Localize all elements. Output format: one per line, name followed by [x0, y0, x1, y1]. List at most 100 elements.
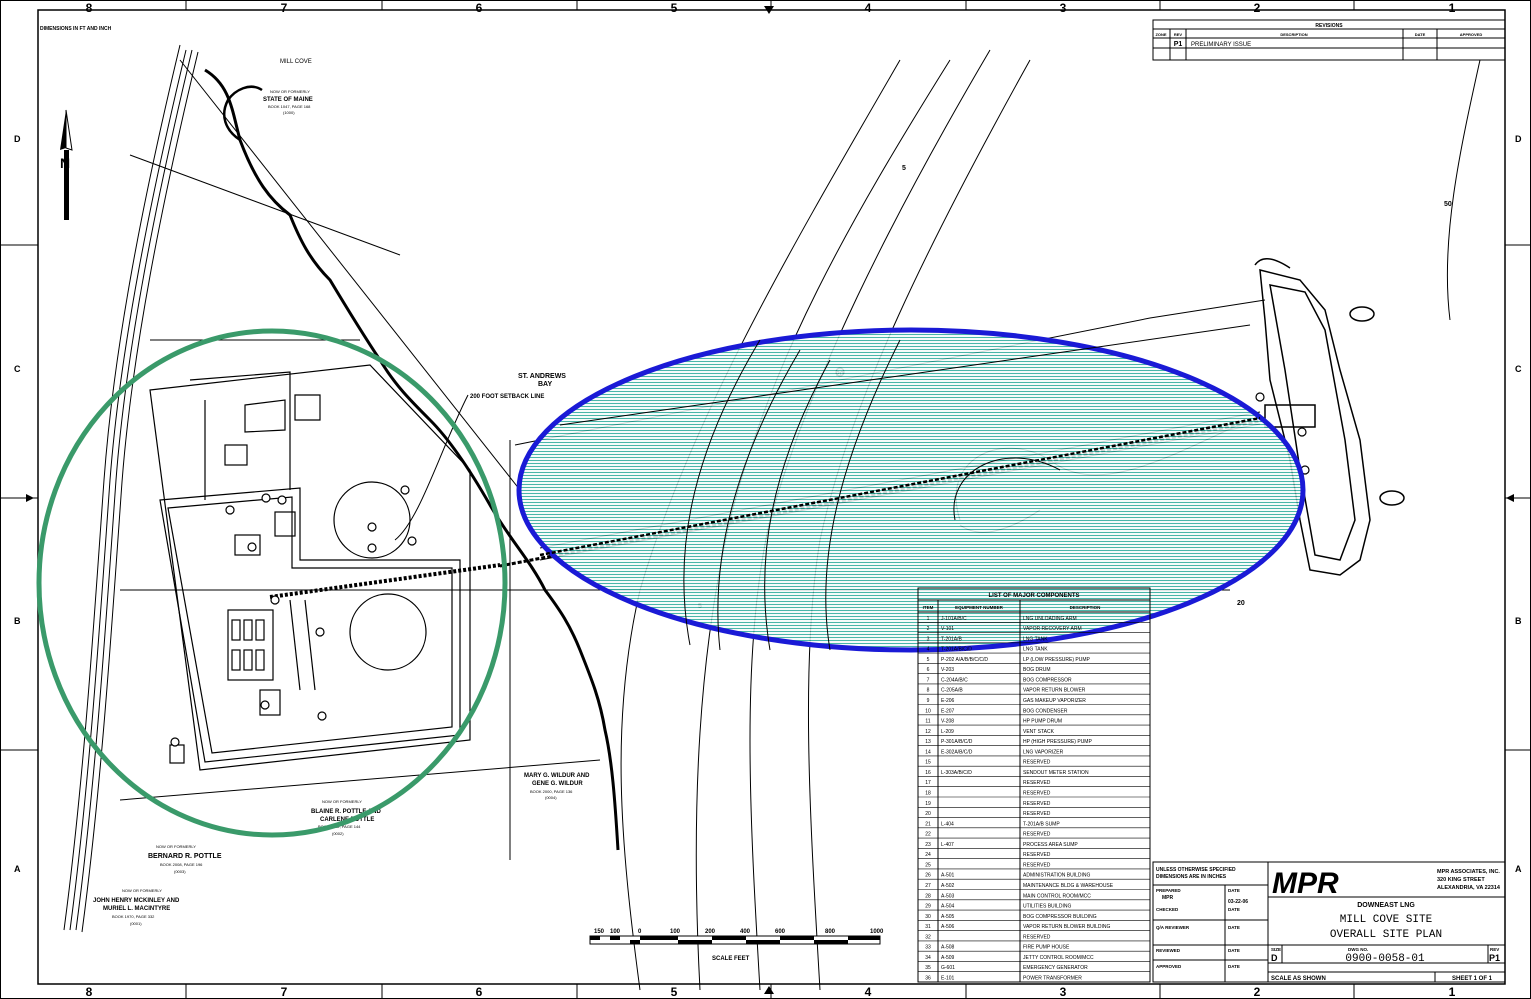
title-block-frame [1152, 861, 1506, 983]
component-equipment: T-201A/B [941, 636, 963, 642]
component-item: 20 [925, 811, 931, 817]
component-description: RESERVED [1023, 780, 1051, 786]
component-description: RESERVED [1023, 791, 1051, 797]
rev-row-description: PRELIMINARY ISSUE [1191, 42, 1251, 48]
component-item: 16 [925, 770, 931, 776]
svg-text:(1000): (1000) [283, 110, 295, 115]
shoreline [204, 68, 620, 851]
component-equipment: L-404 [941, 821, 954, 827]
svg-text:NOW OR FORMERLY: NOW OR FORMERLY [270, 89, 310, 94]
svg-text:BOOK 1047, PAGE 168: BOOK 1047, PAGE 168 [268, 104, 311, 109]
svg-text:C: C [14, 364, 21, 374]
svg-text:PREPARED: PREPARED [1156, 888, 1181, 893]
component-equipment: A-501 [941, 873, 955, 879]
component-item: 28 [925, 893, 931, 899]
svg-text:150: 150 [594, 929, 605, 935]
component-description: EMERGENCY GENERATOR [1023, 965, 1088, 971]
component-item: 8 [927, 688, 930, 694]
svg-text:GENE G. WILDUR: GENE G. WILDUR [532, 781, 583, 787]
component-equipment: V-208 [941, 719, 954, 725]
component-equipment: L-303A/B/C/D [941, 770, 972, 776]
component-equipment: P-301A/B/C/D [941, 739, 973, 745]
column-labels-top: 8 7 6 5 4 3 2 1 [86, 1, 1456, 15]
component-description: SENDOUT METER STATION [1023, 770, 1089, 776]
svg-text:C: C [1515, 364, 1522, 374]
component-item: 6 [927, 667, 930, 673]
svg-text:MURIEL L. MACINTYRE: MURIEL L. MACINTYRE [103, 906, 170, 912]
svg-text:4: 4 [865, 985, 872, 999]
rev-header-description: DESCRIPTION [1280, 32, 1307, 37]
components-header-description: DESCRIPTION [1070, 605, 1101, 610]
rev-header-rev: REV [1174, 32, 1183, 37]
component-description: RESERVED [1023, 934, 1051, 940]
component-description: LNG TANK [1023, 636, 1048, 642]
equipment-markers [170, 367, 1310, 747]
svg-text:20: 20 [1237, 600, 1245, 607]
component-item: 2 [927, 626, 930, 632]
component-item: 13 [925, 739, 931, 745]
svg-text:JOHN HENRY MCKINLEY AND: JOHN HENRY MCKINLEY AND [93, 898, 180, 904]
component-description: BOG DRUM [1023, 667, 1051, 673]
svg-text:D: D [1271, 953, 1278, 963]
component-item: 35 [925, 965, 931, 971]
svg-text:2: 2 [1254, 1, 1261, 15]
component-description: UTILITIES BUILDING [1023, 904, 1071, 910]
component-description: RESERVED [1023, 811, 1051, 817]
svg-text:DIMENSIONS ARE IN INCHES: DIMENSIONS ARE IN INCHES [1156, 874, 1227, 880]
svg-text:5: 5 [671, 1, 678, 15]
svg-text:8: 8 [86, 985, 93, 999]
svg-text:2: 2 [1254, 985, 1261, 999]
component-item: 4 [927, 647, 930, 653]
component-description: LNG TANK [1023, 647, 1048, 653]
component-equipment: A-504 [941, 904, 955, 910]
component-item: 9 [927, 698, 930, 704]
component-description: BOG COMPRESSOR BUILDING [1023, 914, 1097, 920]
component-description: RESERVED [1023, 832, 1051, 838]
svg-text:REV: REV [1490, 947, 1499, 952]
component-item: 24 [925, 852, 931, 858]
svg-text:DWG NO.: DWG NO. [1348, 947, 1368, 952]
svg-text:ST. ANDREWS: ST. ANDREWS [518, 373, 566, 380]
svg-text:BOOK 2008, PAGE 196: BOOK 2008, PAGE 196 [160, 862, 203, 867]
svg-text:400: 400 [740, 929, 751, 935]
shore-inlet [223, 85, 263, 142]
revisions-block [1152, 19, 1506, 61]
component-description: VAPOR RETURN BLOWER [1023, 688, 1086, 694]
svg-text:BAY: BAY [538, 381, 552, 388]
svg-text:320 KING STREET: 320 KING STREET [1437, 877, 1485, 883]
rev-header-approved: APPROVED [1460, 32, 1483, 37]
svg-text:200: 200 [705, 929, 716, 935]
svg-text:MARY G. WILDUR AND: MARY G. WILDUR AND [524, 773, 590, 779]
svg-text:DATE: DATE [1228, 964, 1240, 969]
svg-text:03-22-06: 03-22-06 [1228, 899, 1248, 905]
svg-text:STATE OF MAINE: STATE OF MAINE [263, 97, 313, 103]
svg-text:NOW OR FORMERLY: NOW OR FORMERLY [322, 799, 362, 804]
component-equipment: T-201A/B/C/D [941, 647, 972, 653]
revisions-title: REVISIONS [1315, 23, 1343, 29]
component-item: 26 [925, 873, 931, 879]
svg-text:1000: 1000 [870, 929, 884, 935]
component-item: 7 [927, 677, 930, 683]
svg-text:DATE: DATE [1228, 888, 1240, 893]
row-labels-right: D C B A [1515, 134, 1522, 874]
component-item: 36 [925, 976, 931, 982]
svg-text:MPR: MPR [1162, 895, 1174, 901]
svg-text:1: 1 [1449, 1, 1456, 15]
scale-bar: 150 100 0 100 200 400 600 800 1000 SCALE… [589, 929, 884, 962]
svg-text:OVERALL SITE PLAN: OVERALL SITE PLAN [1330, 929, 1442, 941]
component-description: HP (HIGH PRESSURE) PUMP [1023, 739, 1092, 745]
svg-text:BLAINE R. POTTLE AND: BLAINE R. POTTLE AND [311, 809, 381, 815]
jetty-highlight-ellipse [516, 327, 1306, 653]
svg-text:A: A [1515, 864, 1522, 874]
svg-text:(0004): (0004) [545, 795, 557, 800]
component-description: LP (LOW PRESSURE) PUMP [1023, 657, 1091, 663]
svg-text:(0002): (0002) [332, 831, 344, 836]
component-equipment: E-302A/B/C/D [941, 749, 973, 755]
svg-text:DATE: DATE [1228, 925, 1240, 930]
component-description: JETTY CONTROL ROOM/MCC [1023, 955, 1094, 961]
component-description: HP PUMP DRUM [1023, 719, 1062, 725]
component-equipment: A-503 [941, 893, 955, 899]
svg-text:7: 7 [281, 1, 288, 15]
component-item: 31 [925, 924, 931, 930]
